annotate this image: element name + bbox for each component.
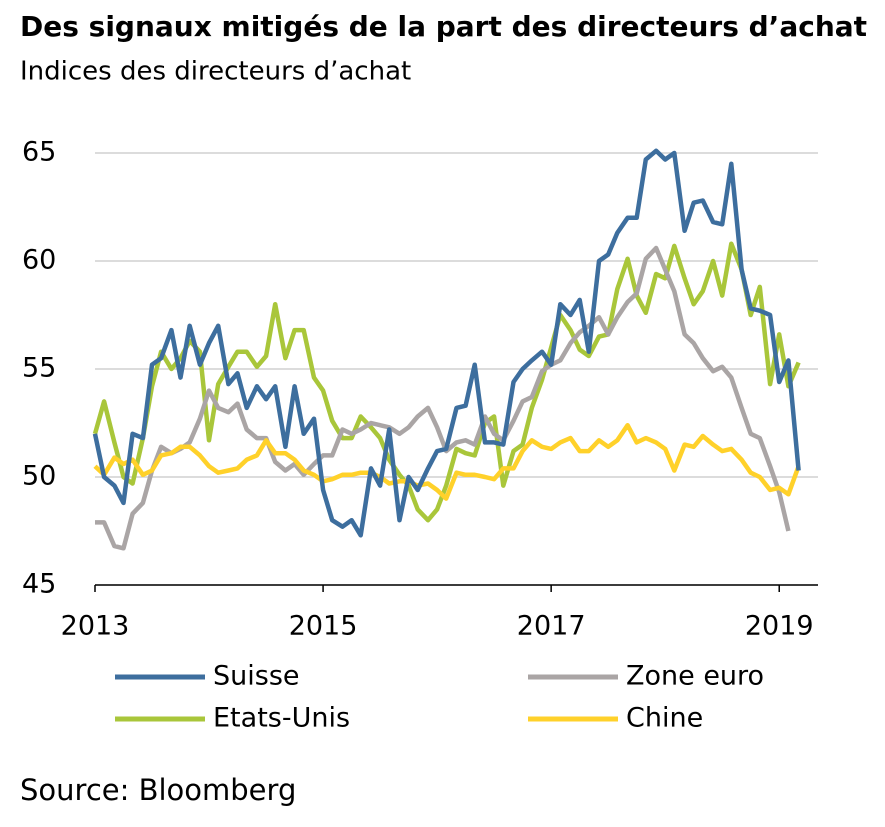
series-line — [95, 245, 791, 551]
legend-label: Etats-Unis — [213, 703, 350, 734]
x-tick-label: 2017 — [517, 611, 586, 642]
y-tick-label: 50 — [22, 461, 56, 492]
y-tick-label: 65 — [22, 137, 56, 168]
legend-label: Chine — [626, 703, 703, 734]
legend-label: Zone euro — [626, 661, 764, 692]
y-tick-label: 55 — [22, 353, 56, 384]
chart-title: Des signaux mitigés de la part des direc… — [20, 10, 867, 43]
x-tick-label: 2019 — [745, 611, 814, 642]
source: Source: Bloomberg — [20, 773, 296, 807]
series-line — [92, 148, 801, 538]
x-tick-label: 2015 — [289, 611, 358, 642]
x-tick-label: 2013 — [61, 611, 130, 642]
legend-label: Suisse — [213, 661, 300, 692]
series-line — [92, 241, 801, 523]
y-tick-label: 60 — [22, 245, 56, 276]
series-line — [93, 422, 801, 501]
chart-subtitle: Indices des directeurs d’achat — [20, 57, 411, 87]
y-tick-label: 45 — [22, 569, 56, 600]
